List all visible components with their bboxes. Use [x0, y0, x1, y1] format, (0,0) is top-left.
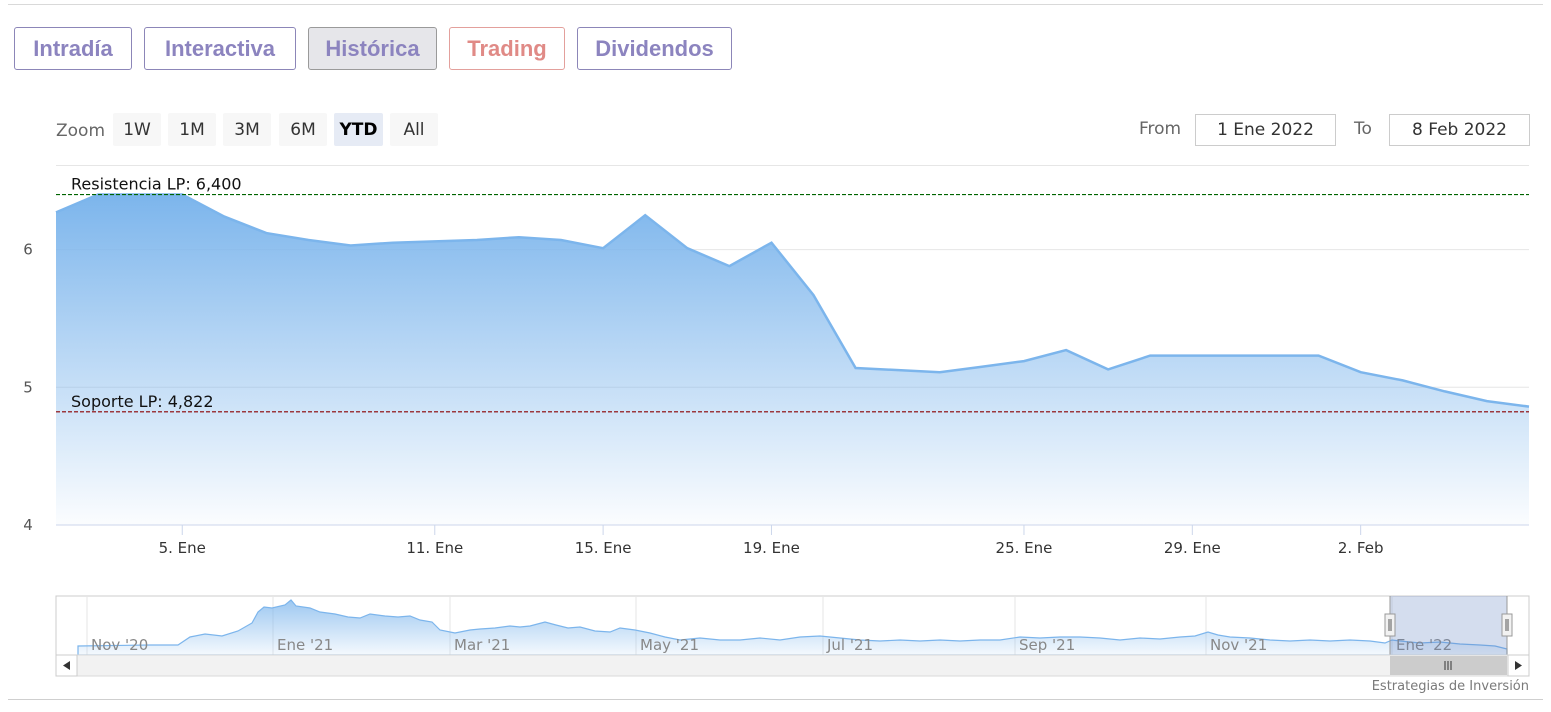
- data-point: [643, 213, 647, 217]
- zoom-6m-button[interactable]: 6M: [279, 113, 327, 146]
- navigator-label: Jul '21: [826, 636, 873, 654]
- scrollbar[interactable]: [55, 654, 1530, 677]
- zoom-all-button[interactable]: All: [390, 113, 438, 146]
- tab-label: Intradía: [33, 35, 113, 61]
- navigator-series: [77, 599, 1508, 656]
- data-point: [1317, 354, 1321, 358]
- range-from-input[interactable]: 1 Ene 2022: [1195, 114, 1336, 146]
- handle-body[interactable]: [1501, 613, 1513, 637]
- navigator-labels: Nov '20 Ene '21 Mar '21 May '21 Jul '21 Sep '…: [91, 636, 1452, 654]
- bottom-border: [8, 699, 1543, 700]
- data-point: [1190, 354, 1194, 358]
- y-tick-label: 5: [23, 378, 33, 396]
- navigator[interactable]: Nov '20 Ene '21 Mar '21 May '21 Jul '21 Sep '…: [55, 595, 1530, 656]
- data-point: [1485, 399, 1489, 403]
- data-point: [1527, 405, 1531, 409]
- y-axis-labels: 4 5 6: [23, 241, 33, 534]
- scrollbar-track[interactable]: [55, 654, 1530, 677]
- x-tick-label: 11. Ene: [406, 539, 463, 557]
- navigator-left-handle[interactable]: [1384, 613, 1396, 637]
- data-point: [222, 215, 226, 219]
- data-point: [1148, 354, 1152, 358]
- price-area: [56, 194, 1529, 525]
- data-point: [433, 239, 437, 243]
- top-border: [8, 4, 1543, 5]
- data-point: [391, 241, 395, 245]
- tab-label: Trading: [467, 35, 547, 61]
- navigator-label: Ene '22: [1396, 636, 1452, 654]
- credit-label: Estrategias de Inversión: [1371, 679, 1529, 694]
- tab-label: Dividendos: [595, 35, 714, 61]
- range-to-label: To: [1354, 119, 1372, 139]
- data-point: [517, 235, 521, 239]
- tab-intradia[interactable]: Intradía: [14, 27, 132, 70]
- data-point: [475, 238, 479, 242]
- navigator-label: Sep '21: [1019, 636, 1075, 654]
- range-from-label: From: [1139, 119, 1182, 139]
- chart-separator: [56, 165, 1529, 166]
- data-point: [1401, 378, 1405, 382]
- data-point: [54, 210, 58, 214]
- zoom-1w-button[interactable]: 1W: [113, 113, 161, 146]
- navigator-label: May '21: [640, 636, 699, 654]
- x-axis-ticks: 5. Ene 11. Ene 15. Ene 19. Ene 25. Ene 29. En…: [159, 525, 1384, 557]
- data-point: [559, 238, 563, 242]
- data-point: [685, 246, 689, 250]
- tab-label: Histórica: [325, 35, 420, 61]
- data-point: [854, 366, 858, 370]
- tab-interactiva[interactable]: Interactiva: [144, 27, 296, 70]
- plot-lines: Resistencia LP: 6,400 Soporte LP: 4,822: [56, 175, 1529, 413]
- data-point: [601, 246, 605, 250]
- data-point: [1359, 370, 1363, 374]
- price-line: [55, 193, 1530, 408]
- handle-body[interactable]: [1384, 613, 1396, 637]
- navigator-label: Ene '21: [277, 636, 333, 654]
- data-point: [727, 264, 731, 268]
- data-point: [812, 293, 816, 297]
- data-point: [980, 365, 984, 369]
- arrow-right-icon: [1515, 661, 1522, 670]
- zoom-3m-button[interactable]: 3M: [223, 113, 271, 146]
- zoom-label: Zoom: [56, 121, 106, 141]
- data-point: [938, 370, 942, 374]
- x-tick-label: 29. Ene: [1164, 539, 1221, 557]
- range-to-input[interactable]: 8 Feb 2022: [1389, 114, 1530, 146]
- navigator-selection[interactable]: [1390, 596, 1507, 655]
- data-point: [264, 231, 268, 235]
- data-point: [770, 241, 774, 245]
- tab-label: Interactiva: [164, 35, 276, 61]
- x-tick-label: 25. Ene: [996, 539, 1053, 557]
- data-point: [1064, 348, 1068, 352]
- y-tick-label: 4: [23, 516, 33, 534]
- x-tick-label: 5. Ene: [159, 539, 206, 557]
- zoom-ytd-button[interactable]: YTD: [334, 113, 383, 146]
- data-point: [1443, 389, 1447, 393]
- navigator-right-handle[interactable]: [1501, 613, 1513, 637]
- zoom-1m-button[interactable]: 1M: [168, 113, 216, 146]
- tab-dividendos[interactable]: Dividendos: [577, 27, 732, 70]
- arrow-left-icon: [63, 661, 70, 670]
- x-tick-label: 15. Ene: [575, 539, 632, 557]
- plot-line-label: Resistencia LP: 6,400: [71, 175, 242, 194]
- navigator-label: Nov '20: [91, 636, 148, 654]
- navigator-label: Mar '21: [454, 636, 510, 654]
- navigator-label: Nov '21: [1210, 636, 1267, 654]
- data-point: [307, 238, 311, 242]
- data-point: [1106, 367, 1110, 371]
- y-tick-label: 6: [23, 241, 33, 259]
- x-tick-label: 19. Ene: [743, 539, 800, 557]
- plot-line-label: Soporte LP: 4,822: [71, 392, 214, 411]
- data-point: [1022, 359, 1026, 363]
- tab-historica[interactable]: Histórica: [308, 27, 437, 70]
- tab-trading[interactable]: Trading: [449, 27, 565, 70]
- data-point: [349, 244, 353, 248]
- x-tick-label: 2. Feb: [1338, 539, 1384, 557]
- data-point: [1232, 354, 1236, 358]
